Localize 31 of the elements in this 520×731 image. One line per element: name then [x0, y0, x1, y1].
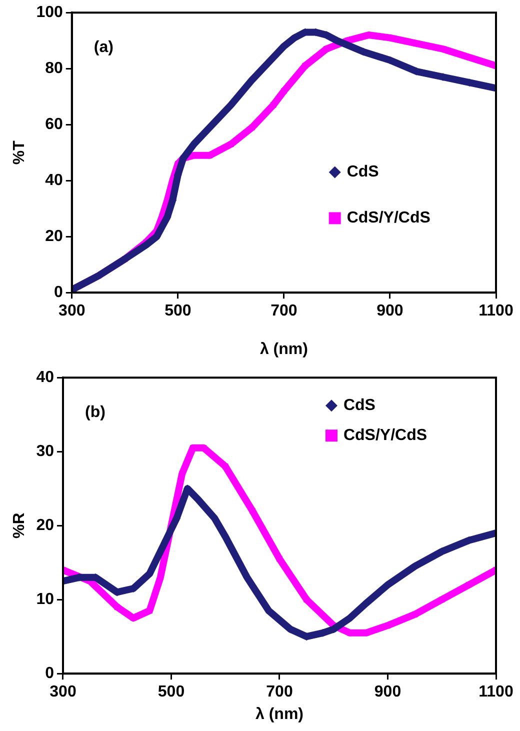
y-axis-title: %R: [11, 512, 28, 538]
x-axis-title: λ (nm): [260, 340, 308, 358]
legend-label: CdS: [343, 397, 376, 414]
x-tick-label: 500: [158, 684, 185, 701]
x-axis-title: λ (nm): [256, 706, 304, 723]
x-tick-label: 500: [164, 302, 192, 320]
y-tick-label: 80: [45, 60, 63, 78]
y-tick-label: 20: [45, 228, 63, 246]
annotation: (b): [84, 404, 106, 422]
x-tick-label: 300: [58, 302, 86, 320]
y-tick-label: 40: [36, 369, 54, 386]
legend-label: CdS/Y/CdS: [343, 427, 428, 444]
y-tick-label: 100: [36, 4, 63, 22]
x-tick-label: 900: [374, 684, 402, 701]
x-tick-label: 1100: [478, 302, 514, 320]
y-axis-title: %T: [11, 140, 28, 165]
y-tick-label: 10: [36, 591, 54, 608]
y-tick-label: 60: [45, 116, 63, 134]
x-tick-label: 700: [270, 302, 298, 320]
legend-label: CdS/Y/CdS: [346, 210, 431, 227]
y-tick-label: 0: [45, 665, 54, 682]
annotation: (a): [94, 39, 114, 56]
y-tick-label: 0: [54, 284, 63, 302]
x-tick-label: 700: [266, 684, 293, 701]
x-tick-label: 300: [50, 684, 76, 701]
legend-label: CdS: [346, 164, 380, 181]
y-tick-label: 30: [36, 443, 54, 460]
y-tick-label: 40: [45, 172, 63, 190]
x-tick-label: 1100: [478, 684, 514, 701]
y-tick-label: 20: [36, 517, 54, 534]
x-tick-label: 900: [376, 302, 404, 320]
